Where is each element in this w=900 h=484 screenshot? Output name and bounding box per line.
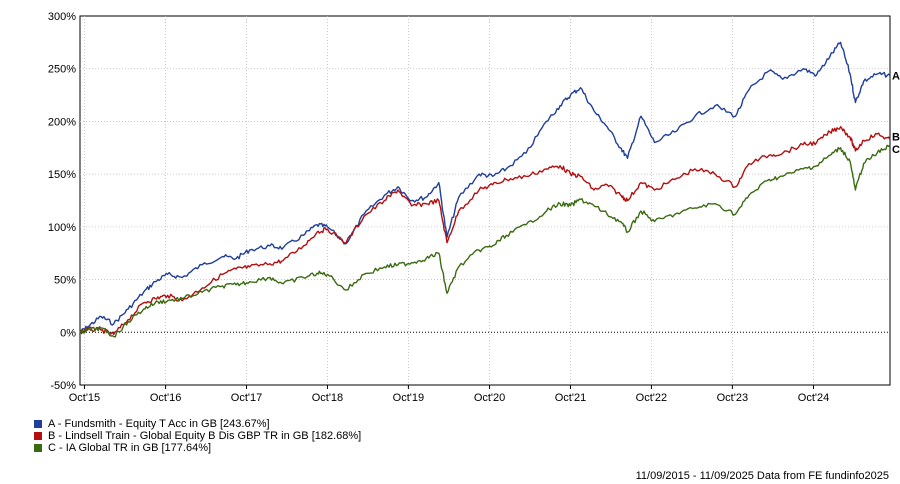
legend: A - Fundsmith - Equity T Acc in GB [243.… <box>34 418 361 454</box>
series-line-b <box>79 126 891 336</box>
end-label-c: C <box>892 144 900 156</box>
end-label-a: A <box>892 70 900 82</box>
data-source-footer: 11/09/2015 - 11/09/2025 Data from FE fun… <box>635 470 889 482</box>
performance-chart: 300%250%200%150%100%50%0%-50% Oct'15 Oct'… <box>48 11 900 404</box>
x-tick-label: Oct'19 <box>393 392 424 404</box>
y-tick-label: 0% <box>60 327 76 339</box>
plot-frame <box>79 15 891 386</box>
legend-label-b: B - Lindsell Train - Global Equity B Dis… <box>48 430 362 442</box>
y-tick-label: 50% <box>54 275 76 287</box>
x-tick-label: Oct'16 <box>150 392 181 404</box>
y-axis: 300% 250% 200% 150% 100% 50% 0% -50% <box>48 11 76 392</box>
y-tick-label: 250% <box>48 64 76 76</box>
x-axis: Oct'15 Oct'16 Oct'17 Oct'18 Oct'19 Oct'20 Oct'… <box>69 385 829 404</box>
y-tick-label: -50% <box>50 380 76 392</box>
legend-item-c: C - IA Global TR in GB [177.64%] <box>34 442 361 454</box>
series-line-c <box>79 144 891 338</box>
y-tick-label: 100% <box>48 222 76 234</box>
legend-swatch-b <box>34 432 42 440</box>
end-label-b: B <box>892 132 900 144</box>
legend-swatch-a <box>34 420 42 428</box>
y-tick-label: 150% <box>48 169 76 181</box>
x-tick-label: Oct'17 <box>231 392 262 404</box>
end-labels: A BC <box>892 70 900 156</box>
x-tick-label: Oct'18 <box>312 392 343 404</box>
legend-item-b: B - Lindsell Train - Global Equity B Dis… <box>34 430 361 442</box>
x-tick-label: Oct'20 <box>474 392 505 404</box>
y-tick-label: 300% <box>48 11 76 23</box>
legend-label-a: A - Fundsmith - Equity T Acc in GB [243.… <box>48 418 270 430</box>
x-tick-label: Oct'21 <box>555 392 586 404</box>
series-line-a <box>79 41 891 333</box>
series-lines <box>79 41 891 338</box>
y-tick-label: 200% <box>48 116 76 128</box>
x-tick-label: Oct'15 <box>69 392 100 404</box>
x-tick-label: Oct'23 <box>717 392 748 404</box>
legend-label-c: C - IA Global TR in GB [177.64%] <box>48 442 212 454</box>
x-tick-label: Oct'22 <box>636 392 667 404</box>
legend-item-a: A - Fundsmith - Equity T Acc in GB [243.… <box>34 418 361 430</box>
x-tick-label: Oct'24 <box>798 392 829 404</box>
legend-swatch-c <box>34 444 42 452</box>
